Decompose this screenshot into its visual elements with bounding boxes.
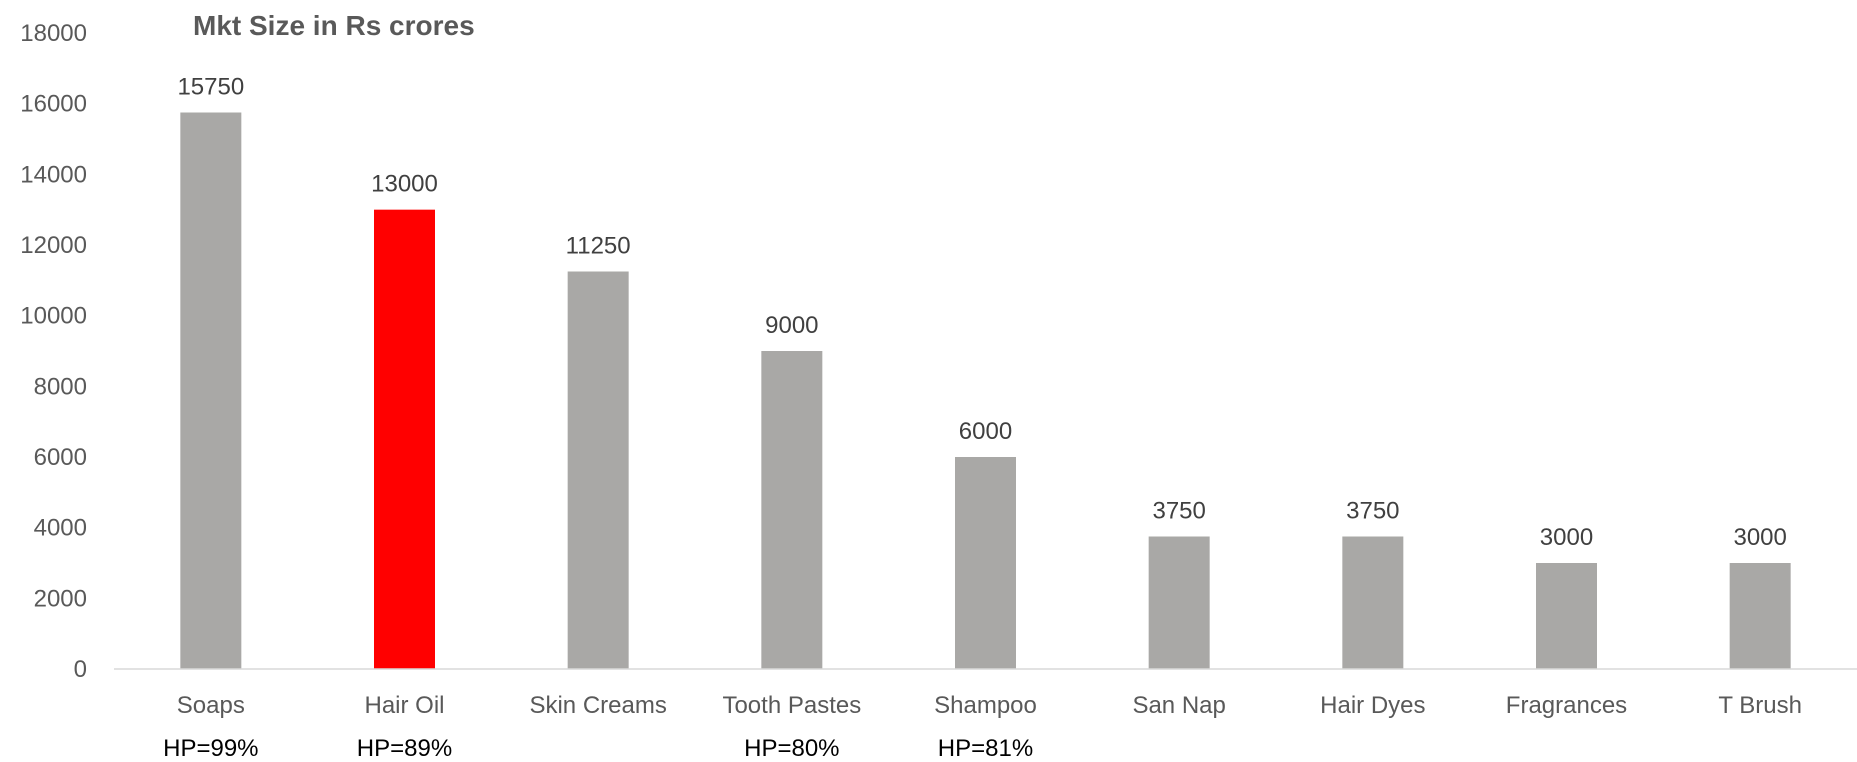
- data-label: 3750: [1152, 498, 1205, 525]
- hp-annotations: HP=99% HP=89% HP=80% HP=81%: [163, 735, 1033, 762]
- data-label: 9000: [765, 312, 818, 339]
- data-labels: 15750 13000 11250 9000 6000 3750 3750 3000 3000: [177, 74, 1786, 552]
- y-tick-label: 12000: [20, 232, 87, 259]
- category-label: Fragrances: [1506, 692, 1627, 719]
- y-tick-label: 4000: [34, 515, 87, 542]
- category-label: T Brush: [1718, 692, 1802, 719]
- category-labels: Soaps Hair Oil Skin Creams Tooth Pastes Sham…: [177, 692, 1802, 719]
- category-label: Hair Dyes: [1320, 692, 1425, 719]
- y-axis-ticks: 0 2000 4000 6000 8000 10000 12000 14000 16000 180…: [20, 20, 87, 683]
- bar: [1148, 536, 1210, 669]
- category-label: Hair Oil: [364, 692, 444, 719]
- y-tick-label: 10000: [20, 303, 87, 330]
- data-label: 11250: [566, 233, 631, 260]
- data-label: 3000: [1733, 524, 1786, 551]
- chart-title: Mkt Size in Rs crores: [193, 10, 475, 41]
- data-label: 13000: [371, 171, 438, 198]
- bar: [1342, 536, 1404, 669]
- bar: [761, 351, 823, 669]
- category-label: Soaps: [177, 692, 245, 719]
- bar: [1729, 563, 1791, 669]
- data-label: 15750: [177, 74, 244, 101]
- hp-annotation: HP=81%: [938, 735, 1033, 762]
- category-label: Skin Creams: [529, 692, 666, 719]
- y-tick-label: 18000: [20, 20, 87, 47]
- y-tick-label: 8000: [34, 373, 87, 400]
- bar: [180, 112, 242, 669]
- hp-annotation: HP=89%: [357, 735, 452, 762]
- hp-annotation: HP=99%: [163, 735, 258, 762]
- data-label: 3750: [1346, 498, 1399, 525]
- category-label: San Nap: [1132, 692, 1225, 719]
- bar: [374, 209, 435, 669]
- category-label: Tooth Pastes: [722, 692, 861, 719]
- y-tick-label: 0: [74, 656, 87, 683]
- y-tick-label: 14000: [20, 161, 87, 188]
- category-label: Shampoo: [934, 692, 1037, 719]
- bar: [1536, 563, 1597, 669]
- bars: [180, 112, 1791, 669]
- y-tick-label: 16000: [20, 91, 87, 118]
- bar: [955, 457, 1016, 669]
- data-label: 6000: [959, 418, 1012, 445]
- hp-annotation: HP=80%: [744, 735, 839, 762]
- bar: [567, 271, 629, 669]
- y-tick-label: 2000: [34, 585, 87, 612]
- data-label: 3000: [1540, 524, 1593, 551]
- y-tick-label: 6000: [34, 444, 87, 471]
